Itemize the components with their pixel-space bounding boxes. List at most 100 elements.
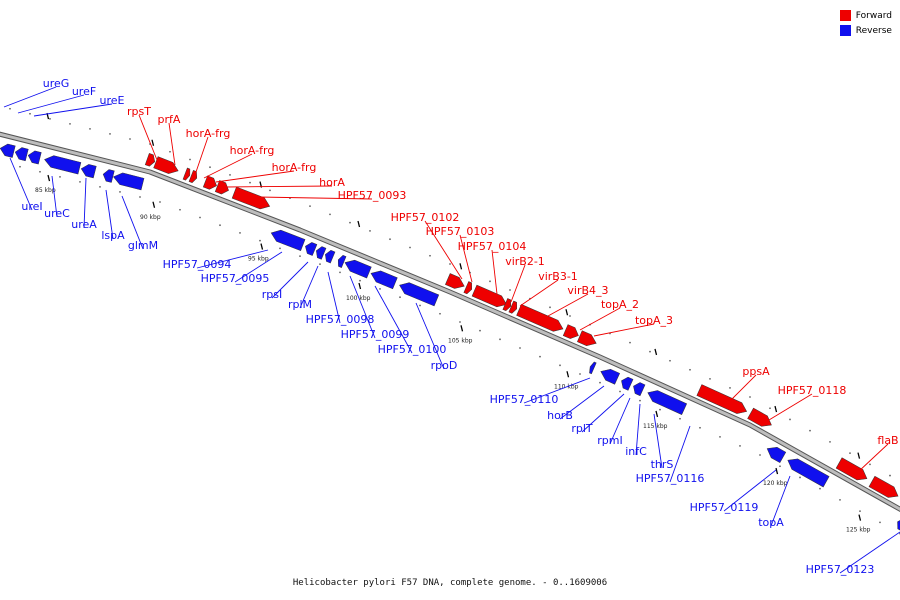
- label-ureg-1[interactable]: ureG: [43, 77, 70, 90]
- label-virb3-1-12[interactable]: virB3-1: [538, 270, 578, 283]
- reverse-gene-5[interactable]: [80, 163, 97, 179]
- label-hpf57-0099-14[interactable]: HPF57_0099: [341, 328, 410, 341]
- label-hpf57-0104-10[interactable]: HPF57_0104: [458, 240, 527, 253]
- label-topa-3-15-leader-line: [593, 323, 655, 337]
- label-virb2-1-11[interactable]: virB2-1: [505, 255, 545, 268]
- label-hpf57-0094-9[interactable]: HPF57_0094: [163, 258, 232, 271]
- forward-gene-15[interactable]: [577, 330, 598, 349]
- label-hpf57-0116-23[interactable]: HPF57_0116: [636, 472, 705, 485]
- label-urec-5[interactable]: ureC: [44, 207, 70, 220]
- reverse-gene-19[interactable]: [631, 381, 646, 397]
- label-topa-3-15[interactable]: topA_3: [635, 314, 673, 327]
- label-rplm-12[interactable]: rplM: [288, 298, 312, 311]
- label-prfa-2-leader-line: [168, 122, 176, 166]
- reverse-gene-14[interactable]: [369, 268, 398, 290]
- reverse-gene-1[interactable]: [0, 142, 16, 158]
- label-hpf57-0118-17[interactable]: HPF57_0118: [778, 384, 847, 397]
- label-hpf57-0095-10[interactable]: HPF57_0095: [201, 272, 270, 285]
- forward-gene-13[interactable]: [516, 304, 566, 334]
- label-hpf57-0095-10-leader-line: [234, 251, 283, 283]
- forward-gene-1[interactable]: [144, 153, 157, 167]
- label-virb4-3-13[interactable]: virB4_3: [567, 284, 608, 297]
- label-flab-18-leader-line: [857, 443, 889, 473]
- label-hpf57-0103-9[interactable]: HPF57_0103: [426, 225, 495, 238]
- label-horb-18[interactable]: horB: [547, 409, 573, 422]
- forward-gene-8[interactable]: [445, 273, 466, 292]
- forward-gene-11[interactable]: [502, 298, 513, 312]
- reverse-gene-8[interactable]: [269, 227, 306, 252]
- forward-gene-9[interactable]: [463, 281, 474, 295]
- label-hpf57-0100-15[interactable]: HPF57_0100: [378, 343, 447, 356]
- reverse-gene-11[interactable]: [323, 249, 336, 264]
- reverse-gene-21[interactable]: [764, 443, 787, 464]
- label-hpf57-0093-7[interactable]: HPF57_0093: [338, 189, 407, 202]
- minor-tick: [429, 254, 431, 257]
- label-rpmi-20[interactable]: rpmI: [597, 434, 622, 447]
- minor-tick: [279, 247, 281, 250]
- reverse-gene-3[interactable]: [27, 150, 42, 165]
- reverse-gene-18[interactable]: [619, 375, 634, 391]
- reverse-gene-10[interactable]: [314, 245, 327, 260]
- label-hora-frg-5[interactable]: horA-frg: [272, 161, 317, 174]
- reverse-gene-12[interactable]: [336, 254, 347, 268]
- label-thrs-22[interactable]: thrS: [651, 458, 674, 471]
- reverse-gene-9[interactable]: [303, 241, 318, 256]
- label-infc-21[interactable]: infC: [625, 445, 647, 458]
- reverse-gene-13[interactable]: [343, 257, 372, 279]
- legend-item-forward: Forward: [839, 8, 892, 23]
- forward-gene-12[interactable]: [508, 300, 519, 314]
- label-rpst-1[interactable]: rpsT: [127, 105, 151, 118]
- label-hpf57-0102-8[interactable]: HPF57_0102: [391, 211, 460, 224]
- reverse-gene-22[interactable]: [785, 455, 830, 488]
- forward-gene-6[interactable]: [214, 180, 231, 196]
- label-glmm-8[interactable]: glmM: [128, 239, 158, 252]
- label-flab-18[interactable]: flaB: [877, 434, 898, 447]
- label-urei-4[interactable]: ureI: [21, 200, 42, 213]
- reverse-gene-23[interactable]: [895, 517, 900, 532]
- reverse-gene-15[interactable]: [397, 280, 440, 307]
- forward-gene-5[interactable]: [202, 175, 219, 192]
- minor-tick: [669, 359, 671, 362]
- label-hpf57-0123-26[interactable]: HPF57_0123: [806, 563, 875, 576]
- forward-gene-2[interactable]: [153, 156, 181, 177]
- label-hora-frg-4[interactable]: horA-frg: [230, 144, 275, 157]
- label-ppsa-16[interactable]: ppsA: [742, 365, 770, 378]
- forward-gene-7[interactable]: [231, 186, 272, 212]
- reverse-gene-16[interactable]: [588, 361, 597, 375]
- label-topa-2-14[interactable]: topA_2: [601, 298, 639, 311]
- label-topa-25[interactable]: topA: [758, 516, 784, 529]
- forward-gene-18[interactable]: [835, 457, 870, 484]
- label-hora-frg-3[interactable]: horA-frg: [186, 127, 231, 140]
- label-rpsi-11[interactable]: rpsI: [262, 288, 282, 301]
- label-uree-3[interactable]: ureE: [100, 94, 125, 107]
- reverse-gene-4[interactable]: [43, 154, 82, 175]
- label-lspa-7[interactable]: lspA: [101, 229, 125, 242]
- label-rplt-19[interactable]: rplT: [571, 422, 593, 435]
- minor-tick: [79, 180, 81, 183]
- label-urea-6[interactable]: ureA: [71, 218, 97, 231]
- forward-gene-19[interactable]: [868, 475, 900, 501]
- label-ureg-1-leader-line: [3, 86, 57, 108]
- forward-gene-14[interactable]: [562, 324, 581, 342]
- label-hpf57-0098-13[interactable]: HPF57_0098: [306, 313, 375, 326]
- label-uref-2[interactable]: ureF: [72, 85, 96, 98]
- reverse-gene-17[interactable]: [598, 366, 621, 385]
- reverse-gene-6[interactable]: [102, 168, 115, 183]
- minor-tick: [89, 128, 91, 130]
- label-hpf57-0110-17-leader-line: [523, 377, 591, 404]
- label-rpod-16[interactable]: rpoD: [431, 359, 458, 372]
- forward-gene-4[interactable]: [188, 170, 199, 184]
- forward-gene-3[interactable]: [182, 167, 192, 181]
- label-hpf57-0119-24[interactable]: HPF57_0119: [690, 501, 759, 514]
- minor-tick: [559, 364, 561, 367]
- forward-gene-10[interactable]: [471, 284, 509, 310]
- label-hpf57-0110-17[interactable]: HPF57_0110: [490, 393, 559, 406]
- reverse-gene-7[interactable]: [112, 171, 145, 191]
- label-hora-6[interactable]: horA: [319, 176, 345, 189]
- label-hora-frg-4-leader-line: [203, 153, 253, 179]
- forward-gene-16[interactable]: [696, 384, 749, 417]
- reverse-gene-2[interactable]: [14, 146, 29, 162]
- label-urec-5-leader-line: [51, 175, 58, 218]
- label-prfa-2[interactable]: prfA: [158, 113, 181, 126]
- reverse-gene-20[interactable]: [645, 387, 688, 415]
